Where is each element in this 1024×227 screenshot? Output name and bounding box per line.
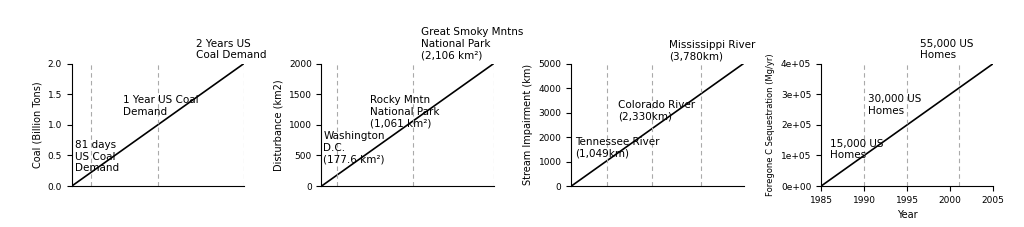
Text: 2 Years US
Coal Demand: 2 Years US Coal Demand [196,39,266,60]
Text: 30,000 US
Homes: 30,000 US Homes [868,94,922,116]
Y-axis label: Stream Impairment (km): Stream Impairment (km) [523,64,532,185]
X-axis label: Year: Year [897,210,918,220]
Text: 1 Year US Coal
Demand: 1 Year US Coal Demand [123,95,199,117]
Y-axis label: Foregone C Sequestration (Mg/yr): Foregone C Sequestration (Mg/yr) [766,54,775,196]
Y-axis label: Coal (Billion Tons): Coal (Billion Tons) [32,81,42,168]
Y-axis label: Disturbance (km2): Disturbance (km2) [273,79,284,171]
Text: 55,000 US
Homes: 55,000 US Homes [921,39,974,60]
Text: Great Smoky Mntns
National Park
(2,106 km²): Great Smoky Mntns National Park (2,106 k… [421,27,523,60]
Text: Mississippi River
(3,780km): Mississippi River (3,780km) [670,39,756,61]
Text: Washington
D.C.
(177.6 km²): Washington D.C. (177.6 km²) [324,131,385,164]
Text: Tennessee River
(1,049km): Tennessee River (1,049km) [574,137,659,159]
Text: 81 days
US Coal
Demand: 81 days US Coal Demand [75,140,119,173]
Text: 15,000 US
Homes: 15,000 US Homes [829,139,883,160]
Text: Rocky Mntn
National Park
(1,061 km²): Rocky Mntn National Park (1,061 km²) [370,95,439,129]
Text: Colorado River
(2,330km): Colorado River (2,330km) [617,100,695,122]
